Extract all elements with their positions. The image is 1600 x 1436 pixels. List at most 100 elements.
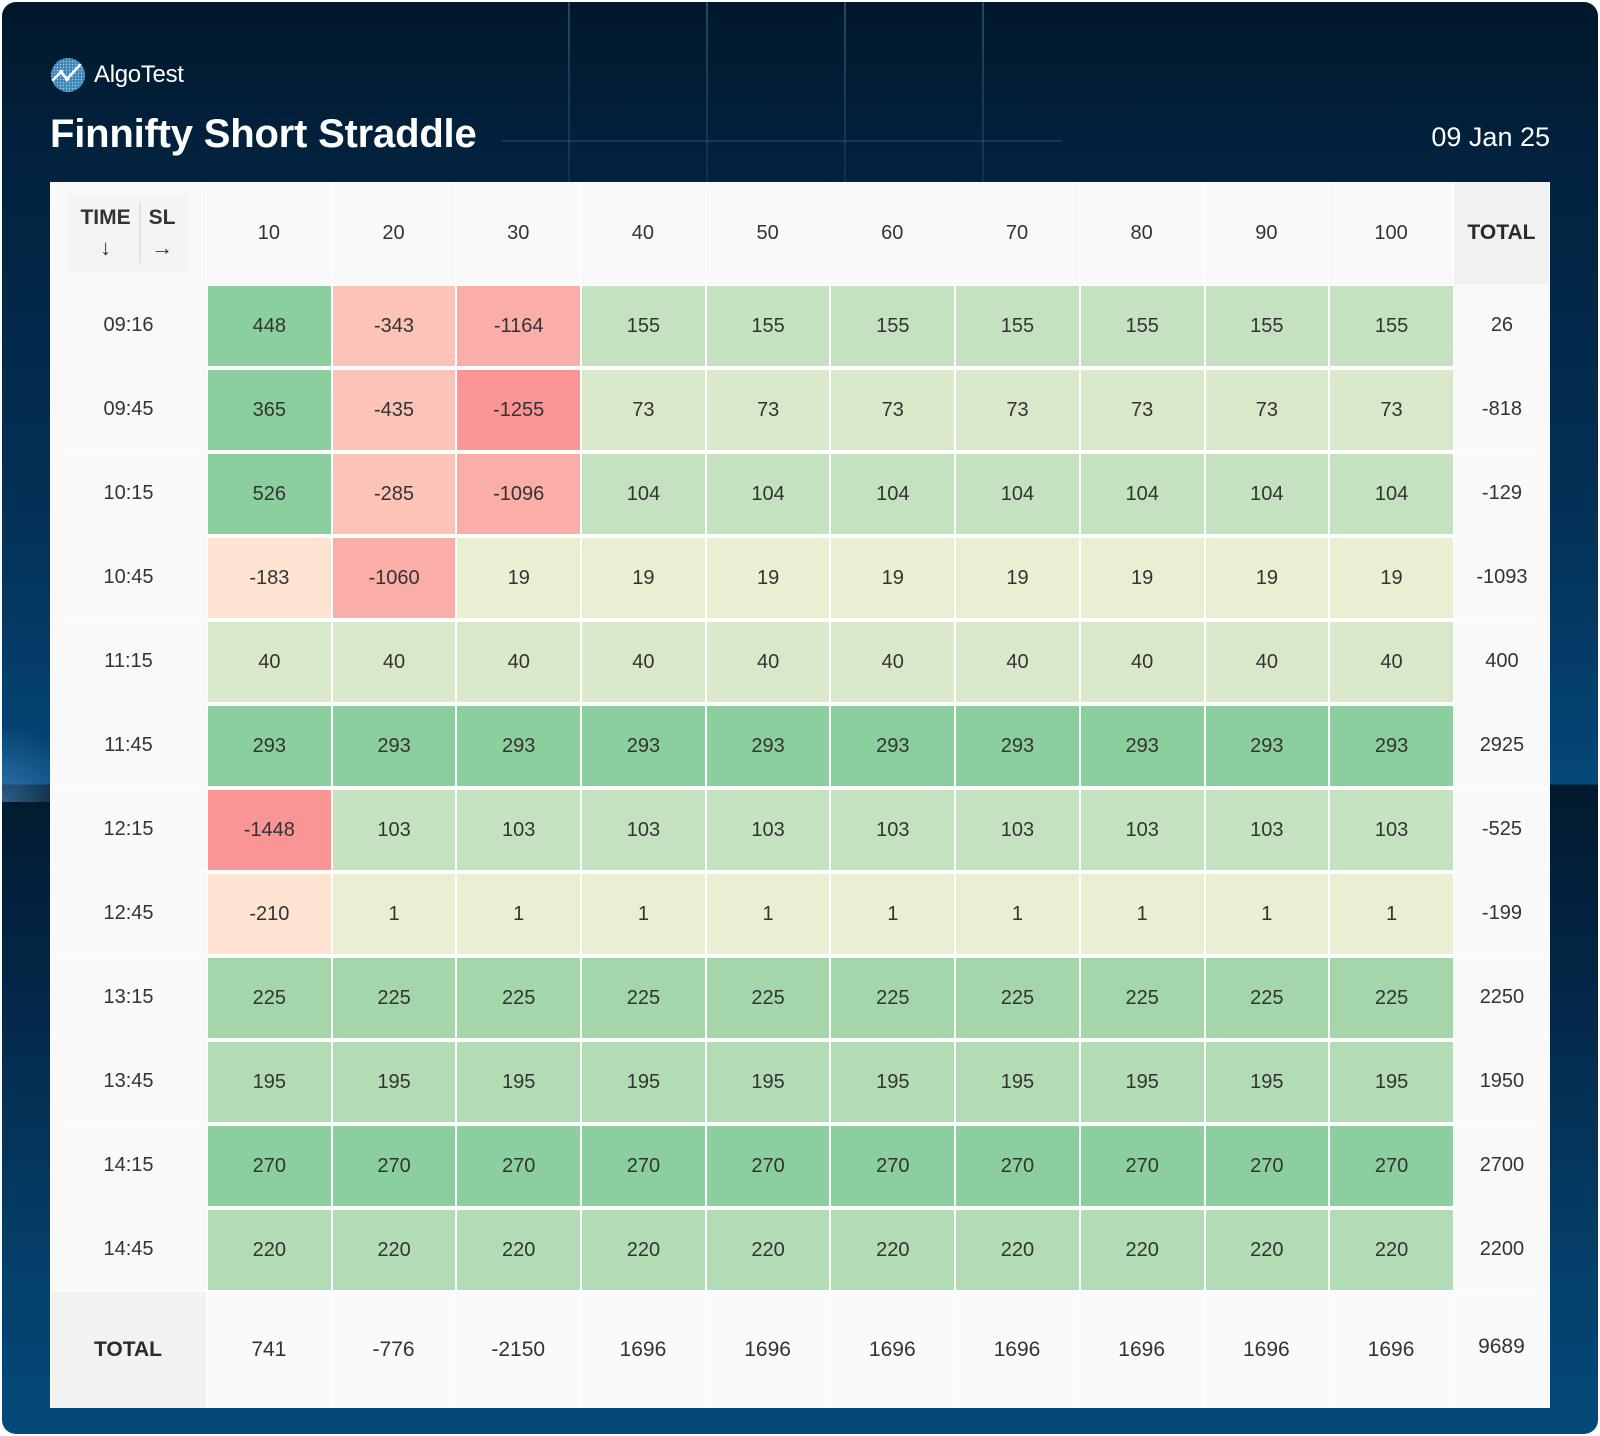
table-row: 09:45 365 -435 -1255 73 73 73 73 73 73 73 -818 bbox=[50, 368, 1550, 452]
heatmap-cell: 1 bbox=[456, 872, 582, 956]
column-total-cell: -776 bbox=[331, 1292, 457, 1408]
heatmap-cell: 293 bbox=[581, 704, 706, 788]
heatmap-cell: 155 bbox=[581, 284, 706, 368]
heatmap-cell: 19 bbox=[1329, 536, 1454, 620]
background-gridline bbox=[502, 140, 1062, 142]
heatmap-cell: 104 bbox=[581, 452, 706, 536]
row-total-cell: 1950 bbox=[1453, 1040, 1550, 1124]
time-row-label: 10:15 bbox=[50, 452, 207, 536]
table-row: 10:15 526 -285 -1096 104 104 104 104 104 104 104 -1… bbox=[50, 452, 1550, 536]
row-total-cell: 2200 bbox=[1453, 1208, 1550, 1292]
heatmap-cell: 270 bbox=[705, 1124, 831, 1208]
totals-row-label: TOTAL bbox=[50, 1292, 207, 1408]
heatmap-cell: 40 bbox=[1079, 620, 1205, 704]
heatmap-cell: 225 bbox=[830, 956, 956, 1040]
heatmap-cell: 220 bbox=[1329, 1208, 1454, 1292]
heatmap-cell: 270 bbox=[456, 1124, 582, 1208]
page-title: Finnifty Short Straddle bbox=[50, 112, 477, 156]
corner-divider bbox=[138, 203, 141, 263]
heatmap-cell: 195 bbox=[581, 1040, 706, 1124]
heatmap-cell: 103 bbox=[830, 788, 956, 872]
time-label: TIME bbox=[80, 206, 131, 229]
sl-column-header: 30 bbox=[456, 182, 582, 284]
table-row: 13:15 225 225 225 225 225 225 225 225 225 225 2250 bbox=[50, 956, 1550, 1040]
heatmap-cell: 225 bbox=[1329, 956, 1454, 1040]
heatmap-cell: 293 bbox=[331, 704, 457, 788]
heatmap-cell: 73 bbox=[581, 368, 706, 452]
column-total-cell: 1696 bbox=[1079, 1292, 1205, 1408]
heatmap-cell: 225 bbox=[1079, 956, 1205, 1040]
arrow-down-icon: ↓ bbox=[100, 235, 112, 260]
heatmap-cell: 1 bbox=[581, 872, 706, 956]
table-row: 09:16 448 -343 -1164 155 155 155 155 155 155 155 26 bbox=[50, 284, 1550, 368]
heatmap-cell: 225 bbox=[581, 956, 706, 1040]
heatmap-cell: 270 bbox=[207, 1124, 332, 1208]
heatmap-cell: 155 bbox=[1204, 284, 1330, 368]
heatmap-table: TIME ↓ SL → 10 20 30 40 50 60 70 80 90 100 TOTAL 0… bbox=[50, 182, 1550, 1408]
table-row: 12:45 -210 1 1 1 1 1 1 1 1 1 -199 bbox=[50, 872, 1550, 956]
heatmap-cell: 225 bbox=[331, 956, 457, 1040]
heatmap-cell: 40 bbox=[207, 620, 332, 704]
sl-column-header: 20 bbox=[331, 182, 457, 284]
time-row-label: 11:45 bbox=[50, 704, 207, 788]
heatmap-cell: 195 bbox=[207, 1040, 332, 1124]
corner-header: TIME ↓ SL → bbox=[50, 182, 207, 284]
heatmap-cell: 195 bbox=[705, 1040, 831, 1124]
row-total-cell: -818 bbox=[1453, 368, 1550, 452]
total-column-header: TOTAL bbox=[1453, 182, 1550, 284]
heatmap-cell: 195 bbox=[456, 1040, 582, 1124]
column-total-cell: 1696 bbox=[1329, 1292, 1454, 1408]
heatmap-cell: 220 bbox=[705, 1208, 831, 1292]
heatmap-cell: 1 bbox=[1079, 872, 1205, 956]
heatmap-cell: 19 bbox=[456, 536, 582, 620]
heatmap-cell: -1448 bbox=[207, 788, 332, 872]
heatmap-cell: 195 bbox=[1204, 1040, 1330, 1124]
brand-logo: AlgoTest bbox=[50, 57, 184, 93]
heatmap-cell: 195 bbox=[955, 1040, 1080, 1124]
heatmap-cell: -343 bbox=[331, 284, 457, 368]
sl-column-header: 70 bbox=[955, 182, 1080, 284]
heatmap-cell: 270 bbox=[581, 1124, 706, 1208]
time-axis-label: TIME ↓ bbox=[74, 203, 136, 263]
heatmap-cell: 195 bbox=[331, 1040, 457, 1124]
heatmap-cell: -1060 bbox=[331, 536, 457, 620]
sl-column-header: 10 bbox=[207, 182, 332, 284]
heatmap-cell: 19 bbox=[955, 536, 1080, 620]
heatmap-cell: -435 bbox=[331, 368, 457, 452]
row-total-cell: -525 bbox=[1453, 788, 1550, 872]
heatmap-cell: 293 bbox=[830, 704, 956, 788]
heatmap-cell: 73 bbox=[705, 368, 831, 452]
sl-label: SL bbox=[148, 206, 176, 229]
heatmap-cell: 104 bbox=[1079, 452, 1205, 536]
heatmap-cell: 1 bbox=[705, 872, 831, 956]
heatmap-cell: 220 bbox=[331, 1208, 457, 1292]
heatmap-cell: 270 bbox=[1329, 1124, 1454, 1208]
heatmap-cell: 270 bbox=[1204, 1124, 1330, 1208]
heatmap-cell: 293 bbox=[705, 704, 831, 788]
heatmap-cell: 225 bbox=[456, 956, 582, 1040]
heatmap-cell: 73 bbox=[1079, 368, 1205, 452]
heatmap-cell: -183 bbox=[207, 536, 332, 620]
heatmap-cell: -285 bbox=[331, 452, 457, 536]
heatmap-cell: 220 bbox=[1204, 1208, 1330, 1292]
column-total-cell: 1696 bbox=[581, 1292, 706, 1408]
heatmap-cell: 19 bbox=[1204, 536, 1330, 620]
heatmap-cell: 195 bbox=[1329, 1040, 1454, 1124]
heatmap-cell: 1 bbox=[955, 872, 1080, 956]
heatmap-cell: 220 bbox=[955, 1208, 1080, 1292]
background-gridline bbox=[844, 2, 846, 182]
heatmap-cell: 225 bbox=[207, 956, 332, 1040]
time-row-label: 14:15 bbox=[50, 1124, 207, 1208]
heatmap-cell: 270 bbox=[955, 1124, 1080, 1208]
heatmap-cell: 103 bbox=[705, 788, 831, 872]
header-row: TIME ↓ SL → 10 20 30 40 50 60 70 80 90 100 TOTAL bbox=[50, 182, 1550, 284]
heatmap-cell: 19 bbox=[581, 536, 706, 620]
table-row: 12:15 -1448 103 103 103 103 103 103 103 103 103 -52… bbox=[50, 788, 1550, 872]
heatmap-cell: -1096 bbox=[456, 452, 582, 536]
sl-axis-label: SL → bbox=[143, 203, 182, 263]
heatmap-cell: 104 bbox=[830, 452, 956, 536]
heatmap-cell: 1 bbox=[1204, 872, 1330, 956]
column-total-cell: 1696 bbox=[705, 1292, 831, 1408]
heatmap-cell: 40 bbox=[1204, 620, 1330, 704]
heatmap-cell: 220 bbox=[1079, 1208, 1205, 1292]
